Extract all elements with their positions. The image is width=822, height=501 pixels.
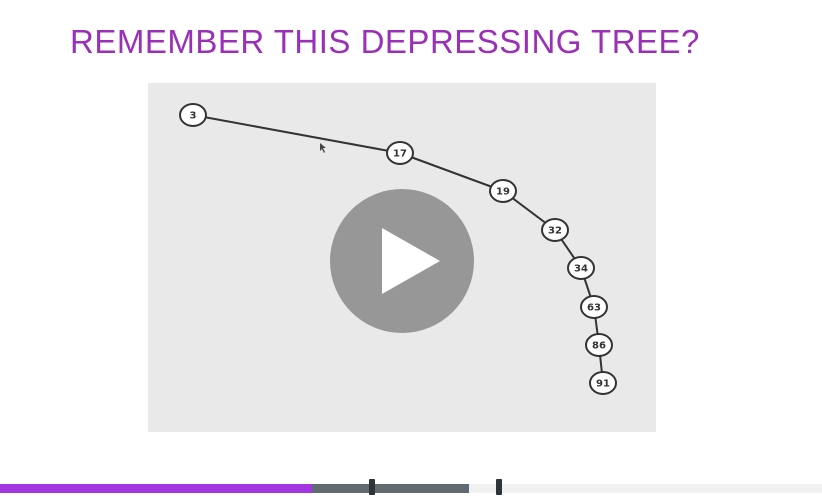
video-progress-bar[interactable] <box>0 476 822 501</box>
play-button[interactable] <box>330 189 474 333</box>
tree-node-label: 86 <box>592 341 606 352</box>
progress-played <box>0 484 312 493</box>
tree-node-label: 91 <box>596 379 610 390</box>
tree-node-86: 86 <box>585 333 613 357</box>
tree-node-label: 34 <box>574 264 588 275</box>
play-icon <box>382 228 440 294</box>
tree-node-circle <box>489 179 517 203</box>
tree-edge <box>192 114 401 154</box>
tree-node-3: 3 <box>179 103 207 127</box>
tree-node-label: 3 <box>190 111 197 122</box>
tree-node-17: 17 <box>386 141 414 165</box>
mouse-cursor-icon <box>320 143 326 153</box>
tree-node-label: 19 <box>496 187 510 198</box>
tree-node-label: 32 <box>548 226 562 237</box>
tree-node-19: 19 <box>489 179 517 203</box>
tree-node-circle <box>585 333 613 357</box>
tree-node-circle <box>179 103 207 127</box>
tree-node-63: 63 <box>580 295 608 319</box>
scrub-handle[interactable] <box>369 479 375 495</box>
tree-svg: 3 17 19 32 34 63 86 91 <box>179 103 617 395</box>
tree-node-32: 32 <box>541 218 569 242</box>
tree-node-label: 17 <box>393 149 407 160</box>
tree-node-circle <box>541 218 569 242</box>
chapter-marker[interactable] <box>496 479 502 495</box>
tree-edge <box>399 152 504 192</box>
tree-node-circle <box>580 295 608 319</box>
tree-diagram: 3 17 19 32 34 63 86 91 <box>148 83 656 432</box>
tree-node-34: 34 <box>567 256 595 280</box>
tree-node-label: 63 <box>587 303 601 314</box>
slide-title: REMEMBER THIS DEPRESSING TREE? <box>70 23 700 60</box>
tree-node-circle <box>386 141 414 165</box>
tree-node-circle <box>567 256 595 280</box>
tree-node-91: 91 <box>589 371 617 395</box>
tree-node-circle <box>589 371 617 395</box>
